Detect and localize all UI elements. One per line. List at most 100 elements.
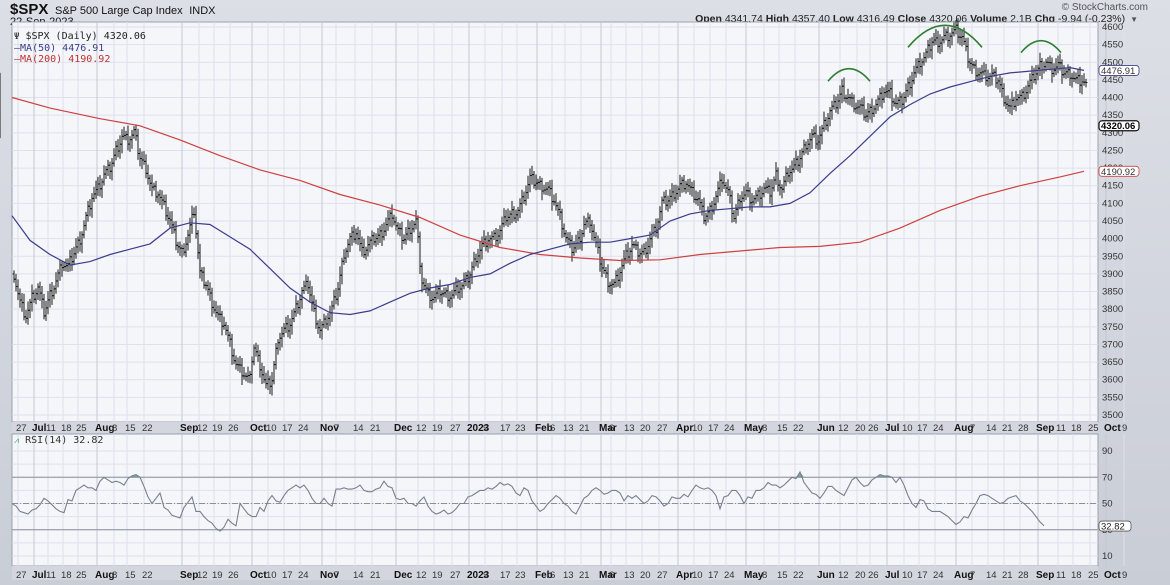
- date-tick-label: 10: [266, 423, 277, 434]
- date-tick-label: 14: [353, 570, 364, 581]
- ma200-line: [11, 96, 1085, 262]
- date-tick-label: 8: [762, 423, 767, 434]
- date-tick-label: 28: [1018, 423, 1029, 434]
- head-shoulders-arc: [1020, 39, 1062, 54]
- legend-ma50: MA(50) 4476.91: [20, 43, 105, 54]
- date-tick-label: 22: [142, 423, 153, 434]
- date-tick-label: Oct: [1104, 423, 1121, 434]
- date-tick-label: 27: [450, 570, 461, 581]
- date-tick-label: 22: [793, 423, 804, 434]
- date-tick-label: 26: [228, 423, 239, 434]
- price-legend: Ψ $SPX (Daily) 4320.06 —MA(50) 4476.91 —…: [14, 31, 146, 65]
- date-tick-label: Aug: [95, 570, 114, 581]
- date-tick-label: 18: [1071, 570, 1082, 581]
- date-tick-label: 24: [933, 423, 944, 434]
- date-tick-label: 19: [432, 570, 443, 581]
- date-tick-label: 9: [483, 570, 488, 581]
- date-tick-label: 18: [1071, 423, 1082, 434]
- date-tick-label: Jun: [817, 570, 835, 581]
- date-tick-label: 12: [197, 570, 208, 581]
- date-tick-label: 27: [16, 423, 27, 434]
- date-tick-label: Oct: [250, 423, 267, 434]
- date-tick-label: 25: [1088, 423, 1099, 434]
- date-tick-label: 8: [762, 570, 767, 581]
- date-tick-label: 15: [777, 423, 788, 434]
- date-tick-label: Dec: [394, 423, 413, 434]
- date-tick-label: 17: [500, 570, 511, 581]
- date-tick-label: 18: [61, 423, 72, 434]
- symbol: $SPX: [10, 1, 49, 18]
- rsi-tick-label: 50: [1102, 499, 1113, 510]
- date-tick-label: 12: [416, 423, 427, 434]
- date-tick-label: 20: [640, 570, 651, 581]
- date-tick-label: Feb: [535, 423, 553, 434]
- price-tick-label: 4350: [1102, 110, 1123, 121]
- price-panel: [11, 21, 1099, 423]
- date-tick-label: 11: [1056, 423, 1066, 434]
- price-tick-label: 4050: [1102, 216, 1123, 227]
- price-tick-label: 4550: [1102, 40, 1123, 51]
- date-tick-label: Dec: [394, 570, 413, 581]
- date-tick-label: May: [744, 570, 764, 581]
- date-tick-label: 14: [986, 423, 997, 434]
- date-tick-label: Sep: [180, 570, 198, 581]
- date-tick-label: 10: [902, 423, 913, 434]
- date-tick-label: 6: [550, 423, 555, 434]
- date-tick-label: 24: [298, 423, 309, 434]
- date-tick-label: 18: [61, 570, 72, 581]
- price-tick-label: 3850: [1102, 287, 1123, 298]
- price-marker: [1098, 65, 1140, 76]
- date-tick-label: 28: [1018, 570, 1029, 581]
- date-tick-label: 10: [692, 570, 703, 581]
- date-tick-label: 7: [970, 423, 975, 434]
- line-chart-icon: ⩘: [14, 436, 20, 446]
- price-tick-label: 4600: [1102, 22, 1123, 33]
- date-tick-label: 17: [282, 423, 293, 434]
- date-tick-label: 12: [838, 423, 849, 434]
- price-tick-label: 4450: [1102, 75, 1123, 86]
- date-tick-label: 12: [197, 423, 208, 434]
- date-tick-label: 11: [46, 570, 56, 581]
- date-tick-label: Apr: [676, 423, 693, 434]
- rsi-marker: [1098, 520, 1132, 532]
- chart-title: $SPX S&P 500 Large Cap Index INDX: [10, 1, 216, 18]
- date-tick-label: 22: [142, 570, 153, 581]
- date-axis: [12, 566, 1098, 580]
- price-tick-label: 4150: [1102, 181, 1123, 192]
- exchange: INDX: [189, 5, 216, 17]
- date-tick-label: 7: [970, 570, 975, 581]
- date-tick-label: 10: [692, 423, 703, 434]
- rsi-tick-label: 70: [1102, 472, 1113, 483]
- date-tick-label: 21: [370, 423, 381, 434]
- date-tick-label: 25: [76, 423, 87, 434]
- date-tick-label: Nov: [320, 423, 339, 434]
- date-tick-label: Feb: [535, 570, 553, 581]
- date-tick-label: 24: [724, 570, 735, 581]
- date-tick-label: 21: [1002, 423, 1013, 434]
- legend-ma200: MA(200) 4190.92: [20, 54, 111, 65]
- date-tick-label: 22: [793, 570, 804, 581]
- price-tick-label: 3900: [1102, 269, 1123, 280]
- ma200-swatch-icon: —: [14, 54, 21, 65]
- date-tick-label: 21: [370, 570, 381, 581]
- date-tick-label: 10: [902, 570, 913, 581]
- date-tick-label: 19: [212, 423, 223, 434]
- date-tick-label: 17: [282, 570, 293, 581]
- date-tick-label: Mar: [599, 423, 617, 434]
- date-tick-label: 11: [1056, 570, 1066, 581]
- date-tick-label: 20: [855, 423, 866, 434]
- date-tick-label: 20: [640, 423, 651, 434]
- date-tick-label: 8: [112, 423, 117, 434]
- dropdown-arrow-icon[interactable]: ▼: [1130, 15, 1138, 24]
- date-tick-label: Mar: [599, 570, 617, 581]
- date-tick-label: 19: [212, 570, 223, 581]
- date-tick-label: Aug: [954, 423, 973, 434]
- price-tick-label: 4500: [1102, 57, 1123, 68]
- date-tick-label: Oct: [250, 570, 267, 581]
- date-tick-label: Jul: [885, 423, 900, 434]
- head-shoulders-arc: [907, 24, 983, 48]
- date-tick-label: 21: [579, 423, 590, 434]
- date-tick-label: 13: [624, 570, 635, 581]
- date-tick-label: 14: [353, 423, 364, 434]
- price-tick-label: 3550: [1102, 392, 1123, 403]
